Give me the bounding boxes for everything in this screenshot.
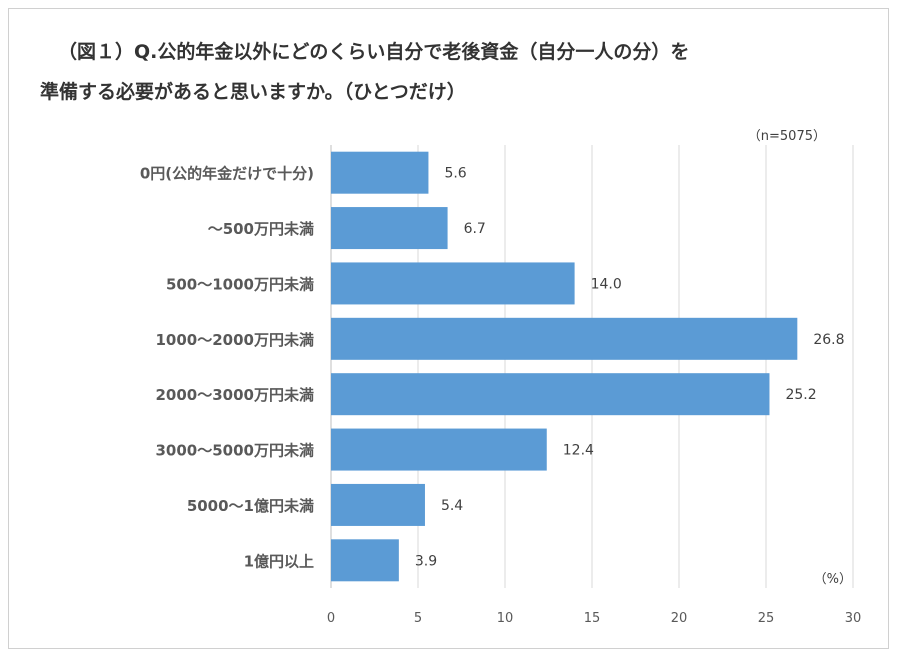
title-line-1: （図１）Q.公的年金以外にどのくらい自分で老後資金（自分一人の分）を xyxy=(58,41,690,63)
x-tick-label: 25 xyxy=(758,611,775,626)
data-label: 6.7 xyxy=(464,221,486,237)
x-tick-label: 0 xyxy=(327,611,335,626)
bar xyxy=(331,262,575,305)
category-label: 5000～1億円未満 xyxy=(187,497,314,515)
category-label: 1000～2000万円未満 xyxy=(156,331,315,349)
bar xyxy=(331,483,425,526)
category-label: 0円(公的年金だけで十分) xyxy=(140,165,314,183)
x-tick-label: 30 xyxy=(845,611,862,626)
category-label: 500～1000万円未満 xyxy=(166,275,314,293)
data-label: 26.8 xyxy=(813,332,844,348)
x-tick-label: 20 xyxy=(671,611,688,626)
category-label: 2000～3000万円未満 xyxy=(156,386,315,404)
bar xyxy=(331,539,399,582)
data-label: 14.0 xyxy=(591,276,622,292)
bar xyxy=(331,373,770,416)
bar xyxy=(331,207,448,250)
chart-title: （図１）Q.公的年金以外にどのくらい自分で老後資金（自分一人の分）を 準備する必… xyxy=(40,32,880,112)
data-label: 5.4 xyxy=(441,498,463,514)
data-label: 25.2 xyxy=(785,387,816,403)
title-line-2: 準備する必要があると思いますか。（ひとつだけ） xyxy=(40,81,466,103)
x-tick-label: 10 xyxy=(497,611,514,626)
x-tick-label: 5 xyxy=(414,611,422,626)
unit-label: （%） xyxy=(814,572,852,587)
chart-frame xyxy=(8,8,889,649)
data-label: 3.9 xyxy=(415,553,437,569)
data-label: 12.4 xyxy=(563,443,594,459)
category-label: 1億円以上 xyxy=(244,552,314,570)
category-label: 3000～5000万円未満 xyxy=(156,442,315,460)
bar xyxy=(331,317,798,360)
x-tick-label: 15 xyxy=(584,611,601,626)
data-label: 5.6 xyxy=(444,166,466,182)
category-label: ～500万円未満 xyxy=(208,220,314,238)
bar xyxy=(331,428,547,471)
bar xyxy=(331,151,429,194)
sample-size-note: （n=5075） xyxy=(748,129,826,144)
